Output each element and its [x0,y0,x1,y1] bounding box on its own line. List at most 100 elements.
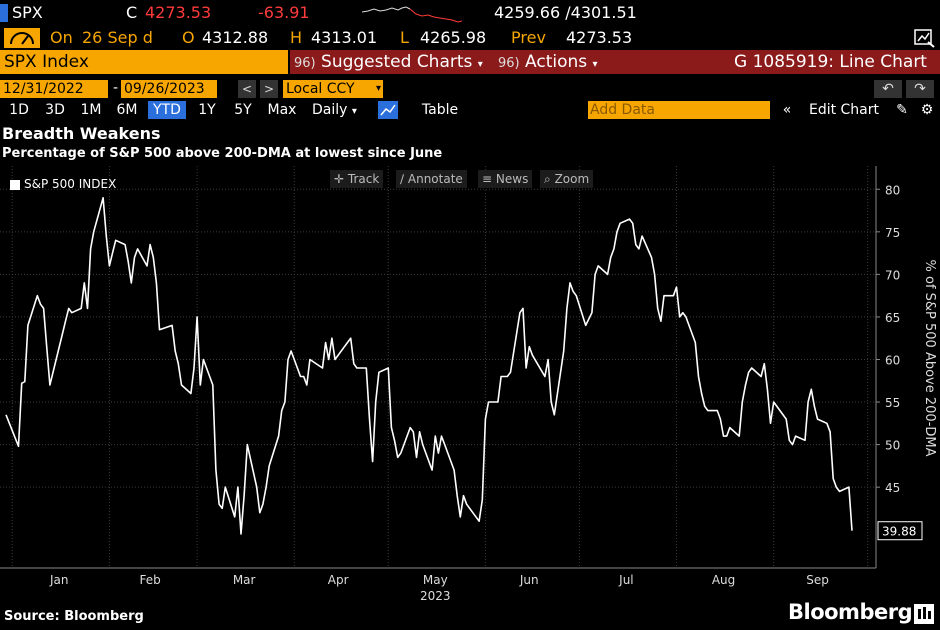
y-tick-label: 70 [885,268,900,282]
ticker-row: SPX C 4273.53 -63.91 4259.66 /4301.51 [0,0,940,26]
x-tick-label: Apr [328,573,349,587]
line-chart-type-button[interactable] [378,101,398,119]
chart-settings-icon[interactable] [914,28,936,48]
bloomberg-logo-text: Bloomberg [788,600,913,624]
news-icon: ≡ [482,172,493,186]
prev-period-button[interactable]: < [238,80,256,98]
redo-button[interactable]: ↷ [906,80,934,98]
annotate-label: Annotate [407,172,463,186]
open-value: 4312.88 [202,28,269,47]
x-tick-label: Sep [806,573,829,587]
annotate-button[interactable]: ∕ Annotate [396,170,467,188]
actions-button[interactable]: 96) Actions ▾ [498,50,598,74]
period-tabs-row: 1D 3D 1M 6M YTD 1Y 5Y Max Daily ▾ Table Add Dat… [0,100,940,120]
x-tick-label: Feb [140,573,161,587]
add-data-input[interactable]: Add Data [588,101,770,119]
news-button[interactable]: ≡ News [478,170,533,188]
x-tick-label: Mar [233,573,256,587]
source-note: Source: Bloomberg [4,609,144,624]
collapse-button[interactable]: « [778,101,796,119]
table-button[interactable]: Table [421,102,459,118]
x-tick-label: Jul [618,573,633,587]
suggested-charts-button[interactable]: 96) Suggested Charts ▾ [294,50,483,74]
high-value: 4313.01 [311,28,378,47]
redo-icon: ↷ [914,81,926,97]
suggested-charts-number: 96) [294,56,316,71]
zoom-button[interactable]: ⌕ Zoom [540,170,594,188]
ticker-symbol[interactable]: SPX [12,3,43,22]
next-period-button[interactable]: > [260,80,278,98]
last-value-box [877,521,923,541]
period-tab-1d[interactable]: 1D [9,102,29,118]
frequency-value: Daily [312,102,348,118]
security-field[interactable]: SPX Index [0,50,288,74]
actions-label: Actions [525,52,588,72]
period-tab-5y[interactable]: 5Y [234,102,252,118]
x-tick-label: May [423,573,448,587]
news-label: News [495,172,529,186]
currency-value: Local CCY [286,81,355,97]
security-color-swatch [0,4,8,22]
ohlc-row: On 26 Sep d O 4312.88 H 4313.01 L 4265.9… [0,26,940,50]
frequency-select[interactable]: Daily ▾ [304,101,374,119]
y-tick-label: 55 [885,396,900,410]
quote-date: 26 Sep d [82,28,153,47]
options-button[interactable]: ⚙ [916,101,938,119]
track-label: Track [347,172,380,186]
date-range-row: 12/31/2022 - 09/26/2023 < > Local CCY ▾ … [0,78,940,100]
period-tab-6m[interactable]: 6M [116,102,138,118]
edit-chart-label: Edit Chart [808,102,880,118]
security-bar: SPX Index 96) Suggested Charts ▾ 96) Act… [0,50,940,74]
close-prefix: C [126,3,138,22]
x-axis-label: 2023 [420,589,451,603]
y-tick-label: 45 [885,481,900,495]
prev-label: Prev [511,28,546,47]
y-tick-label: 50 [885,439,900,453]
track-button[interactable]: ✛ Track [330,170,384,188]
date-separator: - [113,80,119,96]
series-line-sp500[interactable] [5,196,853,535]
on-label: On [50,28,73,47]
open-label: O [182,28,195,47]
period-tab-3d[interactable]: 3D [45,102,65,118]
period-tab-1m[interactable]: 1M [80,102,102,118]
line-chart[interactable]: 45 50 55 60 65 70 75 80 Jan Feb Mar Apr May Jun Jul Aug… [0,166,940,606]
period-tab-max[interactable]: Max [267,102,297,118]
close-price: 4273.53 [145,3,212,22]
suggested-charts-label: Suggested Charts [321,52,473,72]
dropdown-arrow-icon: ▾ [375,83,381,94]
chevron-right-icon: > [263,82,275,96]
actions-number: 96) [498,56,520,71]
y-tick-label: 80 [885,183,900,197]
period-tab-1y[interactable]: 1Y [198,102,216,118]
dropdown-arrow-icon: ▾ [592,59,598,70]
y-tick-label: 65 [885,311,900,325]
intraday-sparkline [362,6,462,23]
start-date-input[interactable]: 12/31/2022 [0,80,108,98]
edit-chart-button[interactable]: Edit Chart [802,101,886,119]
pencil-icon: ∕ [400,172,405,186]
bloomberg-logo-icon [914,604,934,624]
chart-id-label: G 1085919: Line Chart [734,52,927,72]
magnifier-icon: ⌕ [544,172,551,186]
prev-value: 4273.53 [566,28,633,47]
period-tab-ytd[interactable]: YTD [148,101,186,119]
end-date-input[interactable]: 09/26/2023 [121,80,217,98]
x-tick-label: Jan [49,573,69,587]
y-tick-label: 75 [885,226,900,240]
legend-swatch [10,180,20,190]
currency-select[interactable]: Local CCY ▾ [283,80,383,98]
gear-icon: ⚙ [920,102,934,118]
low-label: L [400,28,409,47]
chart-edit-tool-button[interactable]: ✎ [892,101,912,119]
x-tick-label: Aug [712,573,735,587]
action-bar [290,50,940,74]
double-chevron-left-icon: « [782,102,792,118]
high-label: H [290,28,303,47]
y-tick-label: 60 [885,353,900,367]
pencil-chart-icon: ✎ [896,102,908,118]
undo-icon: ↶ [882,81,894,97]
chevron-left-icon: < [241,82,253,96]
dropdown-arrow-icon: ▾ [351,106,357,117]
undo-button[interactable]: ↶ [874,80,902,98]
